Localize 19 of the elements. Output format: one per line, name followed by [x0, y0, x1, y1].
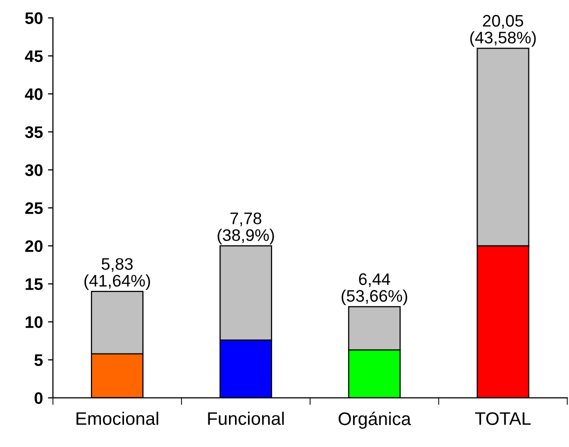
- y-tick-label: 10: [26, 316, 43, 328]
- y-tick-label: 45: [24, 50, 43, 62]
- y-tick-label: 15: [26, 278, 43, 290]
- y-tick-label: 0: [34, 392, 43, 404]
- x-tick-label: TOTAL: [475, 412, 531, 425]
- y-tick-label: 20: [25, 240, 43, 252]
- annotation: 20,05 (43,58%): [470, 14, 536, 47]
- annotation: 5,83 (41,64%): [84, 258, 150, 290]
- y-tick-label: 25: [25, 202, 43, 214]
- y-tick-label: 35: [25, 126, 43, 138]
- annotation: 6,44 (53,66%): [342, 273, 408, 306]
- y-tick-label: 50: [25, 12, 43, 24]
- y-tick-label: 5: [34, 354, 43, 366]
- x-tick-label: Funcional: [208, 412, 284, 425]
- y-tick-label: 40: [24, 88, 43, 100]
- x-tick-label: Orgánica: [338, 412, 412, 429]
- x-tick-label: Emocional: [76, 412, 158, 425]
- y-tick-label: 30: [25, 164, 43, 176]
- annotation: 7,78 (38,9%): [218, 212, 274, 244]
